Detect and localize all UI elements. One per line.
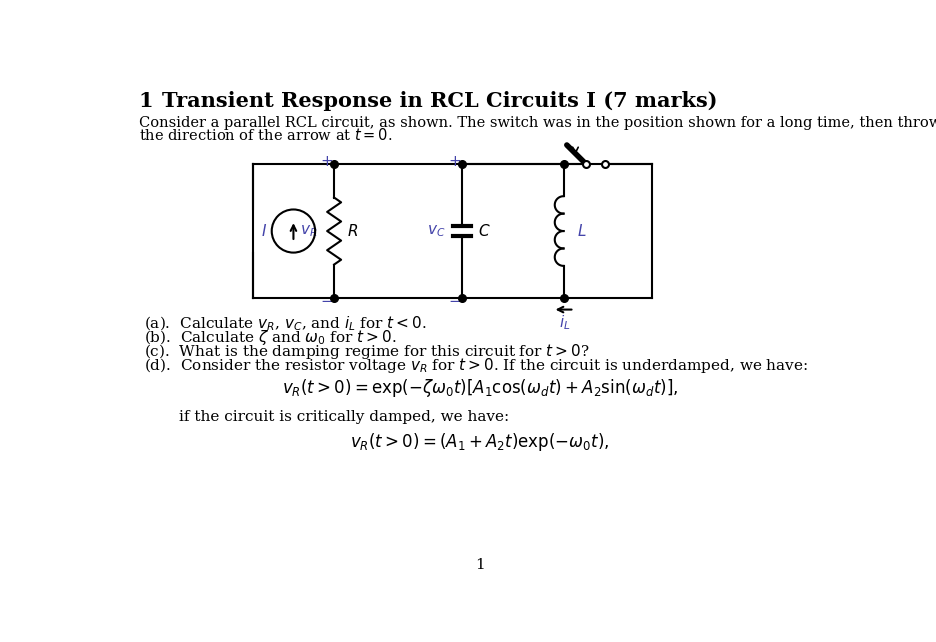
Text: $+$: $+$ <box>319 155 332 169</box>
Text: $-$: $-$ <box>447 293 461 308</box>
Text: (a).  Calculate $v_R$, $v_C$, and $i_L$ for $t < 0$.: (a). Calculate $v_R$, $v_C$, and $i_L$ f… <box>144 314 426 333</box>
Text: $I$: $I$ <box>261 223 267 239</box>
Text: $L$: $L$ <box>577 223 587 239</box>
Text: the direction of the arrow at $t = 0$.: the direction of the arrow at $t = 0$. <box>139 127 392 143</box>
Text: $v_R$: $v_R$ <box>300 223 316 239</box>
Text: $v_C$: $v_C$ <box>426 223 445 239</box>
Text: $R$: $R$ <box>346 223 358 239</box>
Text: (d).  Consider the resistor voltage $v_R$ for $t > 0$. If the circuit is underda: (d). Consider the resistor voltage $v_R$… <box>144 356 808 375</box>
Text: 1: 1 <box>139 91 154 111</box>
Text: (b).  Calculate $\zeta$ and $\omega_0$ for $t > 0$.: (b). Calculate $\zeta$ and $\omega_0$ fo… <box>144 328 396 347</box>
Text: $-$: $-$ <box>319 293 332 308</box>
Text: if the circuit is critically damped, we have:: if the circuit is critically damped, we … <box>179 410 509 424</box>
Text: $v_R(t>0) = \exp\!\left(-\zeta\omega_0 t\right)\left[A_1\cos\!\left(\omega_d t\r: $v_R(t>0) = \exp\!\left(-\zeta\omega_0 t… <box>282 377 678 399</box>
Text: $v_R(t>0) = (A_1 + A_2 t)\exp\!\left(-\omega_0 t\right),$: $v_R(t>0) = (A_1 + A_2 t)\exp\!\left(-\o… <box>350 431 608 453</box>
Text: $C$: $C$ <box>477 223 490 239</box>
Text: 1: 1 <box>475 559 484 572</box>
Text: Transient Response in RCL Circuits I (7 marks): Transient Response in RCL Circuits I (7 … <box>162 91 717 111</box>
Text: (c).  What is the damping regime for this circuit for $t > 0$?: (c). What is the damping regime for this… <box>144 342 590 361</box>
Text: $i_L$: $i_L$ <box>559 313 570 332</box>
Text: $+$: $+$ <box>447 155 461 169</box>
Text: Consider a parallel RCL circuit, as shown. The switch was in the position shown : Consider a parallel RCL circuit, as show… <box>139 116 936 130</box>
